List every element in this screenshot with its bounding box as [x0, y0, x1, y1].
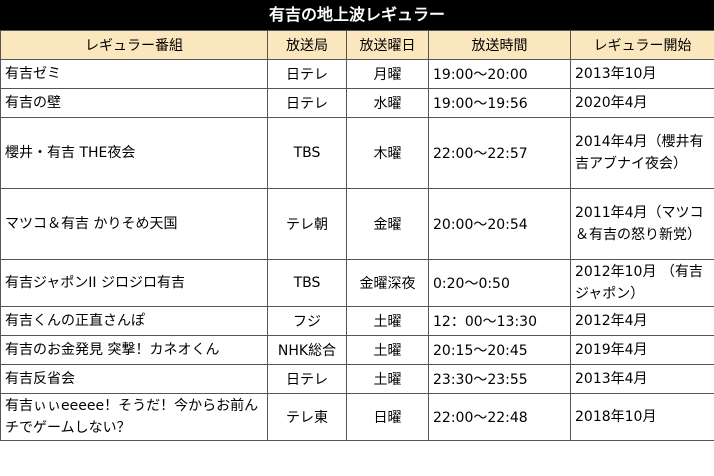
column-header-program: レギュラー番組 [0, 30, 268, 60]
program-cell: 櫻井・有吉 THE夜会 [0, 117, 268, 189]
time-cell: 19:00～20:00 [428, 59, 571, 89]
station-cell: 日テレ [267, 364, 347, 394]
time-cell: 22:00～22:57 [428, 117, 571, 189]
time-cell: 20:00～20:54 [428, 188, 571, 260]
program-cell: 有吉ゼミ [0, 59, 268, 89]
table-row: 有吉くんの正直さんぽ フジ 土曜 12：00～13:30 2012年4月 [0, 306, 714, 336]
start-cell: 2019年4月 [570, 335, 714, 365]
program-cell: 有吉反省会 [0, 364, 268, 394]
day-cell: 水曜 [346, 88, 429, 118]
time-cell: 22:00～22:48 [428, 393, 571, 441]
start-cell: 2020年4月 [570, 88, 714, 118]
station-cell: TBS [267, 259, 347, 307]
day-cell: 金曜 [346, 188, 429, 260]
station-cell: フジ [267, 306, 347, 336]
regular-programs-table: レギュラー番組 放送局 放送曜日 放送時間 レギュラー開始 有吉ゼミ 日テレ 月… [0, 30, 714, 441]
start-cell: 2012年4月 [570, 306, 714, 336]
station-cell: 日テレ [267, 59, 347, 89]
table-row: 有吉のお金発見 突撃！カネオくん NHK総合 土曜 20:15～20:45 20… [0, 335, 714, 365]
day-cell: 月曜 [346, 59, 429, 89]
time-cell: 0:20～0:50 [428, 259, 571, 307]
header-row: レギュラー番組 放送局 放送曜日 放送時間 レギュラー開始 [0, 30, 714, 60]
column-header-day: 放送曜日 [346, 30, 429, 60]
table-row: 有吉ゼミ 日テレ 月曜 19:00～20:00 2013年10月 [0, 59, 714, 89]
start-cell: 2014年4月（櫻井有吉アブナイ夜会） [570, 117, 714, 189]
day-cell: 日曜 [346, 393, 429, 441]
table-row: 有吉ぃぃeeeee！そうだ！今からお前んチでゲームしない？ テレ東 日曜 22:… [0, 393, 714, 441]
start-cell: 2012年10月 （有吉ジャポン） [570, 259, 714, 307]
table-title: 有吉の地上波レギュラー [0, 0, 714, 30]
column-header-station: 放送局 [267, 30, 347, 60]
start-cell: 2013年4月 [570, 364, 714, 394]
start-cell: 2018年10月 [570, 393, 714, 441]
program-cell: 有吉の壁 [0, 88, 268, 118]
station-cell: テレ東 [267, 393, 347, 441]
table-row: 有吉ジャポンII ジロジロ有吉 TBS 金曜深夜 0:20～0:50 2012年… [0, 259, 714, 307]
table-row: 櫻井・有吉 THE夜会 TBS 木曜 22:00～22:57 2014年4月（櫻… [0, 117, 714, 189]
program-cell: マツコ＆有吉 かりそめ天国 [0, 188, 268, 260]
day-cell: 土曜 [346, 364, 429, 394]
table-row: 有吉反省会 日テレ 土曜 23:30～23:55 2013年4月 [0, 364, 714, 394]
station-cell: テレ朝 [267, 188, 347, 260]
program-cell: 有吉くんの正直さんぽ [0, 306, 268, 336]
day-cell: 土曜 [346, 335, 429, 365]
time-cell: 20:15～20:45 [428, 335, 571, 365]
column-header-time: 放送時間 [428, 30, 571, 60]
station-cell: TBS [267, 117, 347, 189]
program-cell: 有吉ジャポンII ジロジロ有吉 [0, 259, 268, 307]
station-cell: NHK総合 [267, 335, 347, 365]
program-cell: 有吉のお金発見 突撃！カネオくん [0, 335, 268, 365]
day-cell: 土曜 [346, 306, 429, 336]
column-header-start: レギュラー開始 [570, 30, 714, 60]
time-cell: 19:00～19:56 [428, 88, 571, 118]
time-cell: 12：00～13:30 [428, 306, 571, 336]
start-cell: 2013年10月 [570, 59, 714, 89]
table-row: 有吉の壁 日テレ 水曜 19:00～19:56 2020年4月 [0, 88, 714, 118]
program-cell: 有吉ぃぃeeeee！そうだ！今からお前んチでゲームしない？ [0, 393, 268, 441]
station-cell: 日テレ [267, 88, 347, 118]
table-row: マツコ＆有吉 かりそめ天国 テレ朝 金曜 20:00～20:54 2011年4月… [0, 188, 714, 260]
start-cell: 2011年4月（マツコ＆有吉の怒り新党） [570, 188, 714, 260]
day-cell: 金曜深夜 [346, 259, 429, 307]
time-cell: 23:30～23:55 [428, 364, 571, 394]
day-cell: 木曜 [346, 117, 429, 189]
